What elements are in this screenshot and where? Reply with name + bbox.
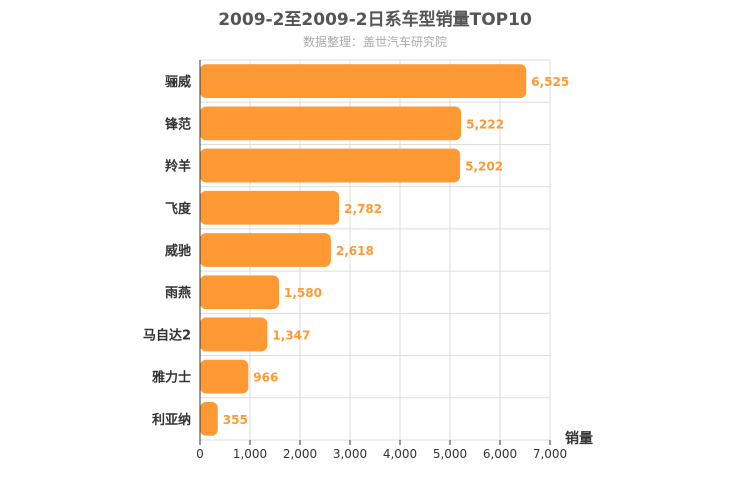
- category-label: 雅力士: [152, 370, 191, 386]
- data-label: 6,525: [531, 75, 569, 89]
- category-label: 马自达2: [143, 327, 191, 343]
- data-label: 1,580: [284, 286, 322, 300]
- bar: [200, 64, 527, 98]
- data-labels: 6,525 5,222 5,202 2,782 2,618 1,580 1,347 966 35…: [223, 75, 569, 427]
- chart-title: 2009-2至2009-2日系车型销量TOP10: [218, 10, 532, 30]
- tick-label: 2,000: [283, 447, 317, 461]
- x-tick-labels: 0 1,000 2,000 3,000 4,000 5,000 6,000 7,000: [196, 440, 567, 461]
- bar: [200, 359, 249, 394]
- category-label: 锋范: [165, 116, 191, 132]
- bar: [200, 106, 462, 141]
- data-label: 5,222: [466, 117, 504, 131]
- bar: [200, 402, 218, 436]
- category-label: 威驰: [165, 243, 191, 259]
- data-label: 966: [253, 371, 278, 385]
- tick-label: 4,000: [383, 447, 417, 461]
- category-label: 羚羊: [165, 159, 191, 175]
- tick-label: 0: [196, 447, 204, 461]
- bar: [200, 148, 461, 183]
- category-label: 雨燕: [165, 285, 191, 301]
- bar: [200, 190, 340, 225]
- chart-subtitle: 数据整理：盖世汽车研究院: [302, 35, 447, 49]
- bar: [200, 275, 279, 310]
- category-label: 利亚纳: [152, 412, 191, 428]
- category-label: 骊威: [165, 74, 191, 90]
- tick-label: 3,000: [333, 447, 367, 461]
- tick-label: 5,000: [433, 447, 467, 461]
- axis-label: 销量: [565, 430, 593, 447]
- category-label: 飞度: [165, 201, 192, 217]
- tick-label: 7,000: [533, 447, 567, 461]
- bars: [200, 64, 527, 436]
- tick-label: 1,000: [233, 447, 267, 461]
- bar: [200, 317, 268, 352]
- data-label: 1,347: [272, 328, 310, 342]
- data-label: 2,782: [344, 202, 382, 216]
- data-label: 5,202: [465, 160, 503, 174]
- data-label: 2,618: [336, 244, 374, 258]
- tick-label: 6,000: [483, 447, 517, 461]
- data-label: 355: [223, 413, 248, 427]
- bar: [200, 233, 331, 267]
- grid-lines: [200, 59, 551, 441]
